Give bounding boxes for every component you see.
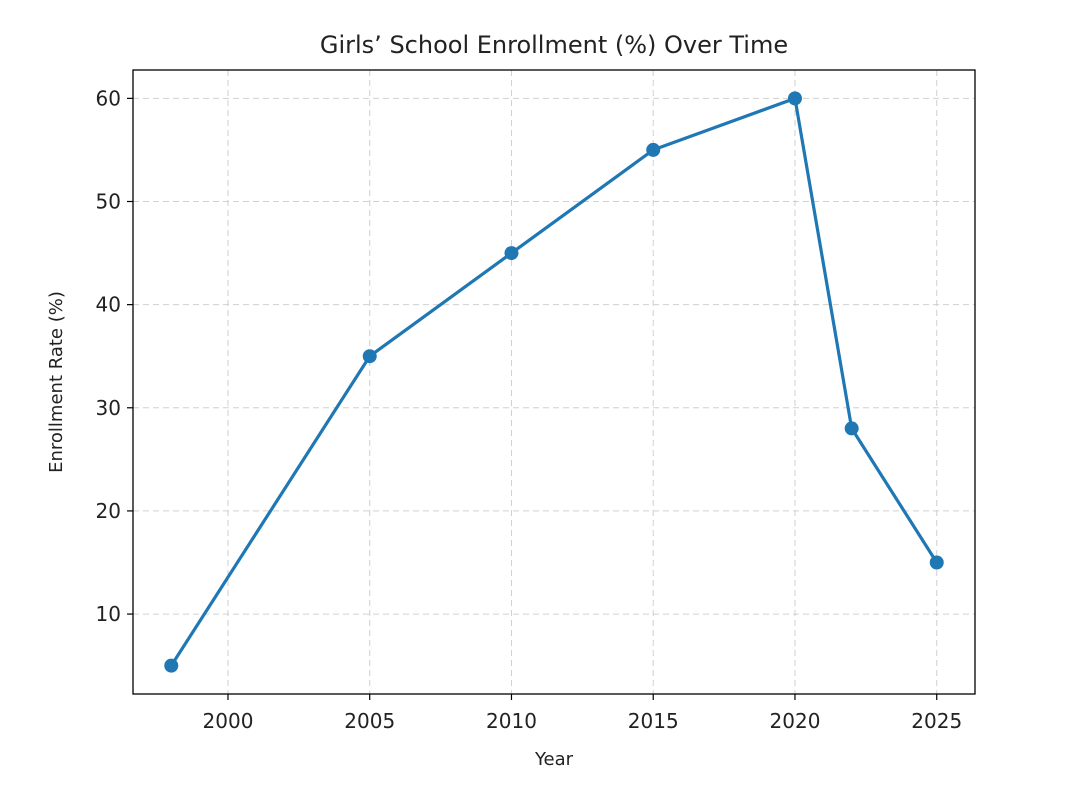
- data-point: [646, 142, 661, 157]
- y-tick-label: 30: [96, 396, 121, 420]
- data-point: [504, 246, 519, 261]
- series-enrollment: [164, 91, 944, 673]
- y-tick-label: 20: [96, 499, 121, 523]
- x-axis-label: Year: [534, 749, 574, 770]
- x-tick-label: 2015: [628, 709, 679, 733]
- x-tick-label: 2010: [486, 709, 537, 733]
- x-tick-label: 2025: [911, 709, 962, 733]
- x-tick-label: 2000: [203, 709, 254, 733]
- y-tick-label: 40: [96, 293, 121, 317]
- data-point: [362, 349, 377, 364]
- grid-lines: [133, 70, 975, 694]
- x-tick-label: 2005: [344, 709, 395, 733]
- axis-ticks: 2000 2005 2010 2015 2020 2025 10 20 30 40 50 60: [96, 86, 963, 733]
- data-point: [787, 91, 802, 106]
- plot-frame: [132, 69, 976, 695]
- y-tick-label: 60: [96, 86, 121, 110]
- chart-title: Girls’ School Enrollment (%) Over Time: [320, 31, 788, 59]
- y-tick-label: 10: [96, 602, 121, 626]
- y-axis-label: Enrollment Rate (%): [46, 291, 67, 473]
- data-point: [164, 658, 179, 673]
- series-line: [169, 96, 939, 667]
- x-tick-label: 2020: [770, 709, 821, 733]
- y-tick-label: 50: [96, 190, 121, 214]
- data-point: [844, 421, 859, 436]
- data-point: [929, 555, 944, 570]
